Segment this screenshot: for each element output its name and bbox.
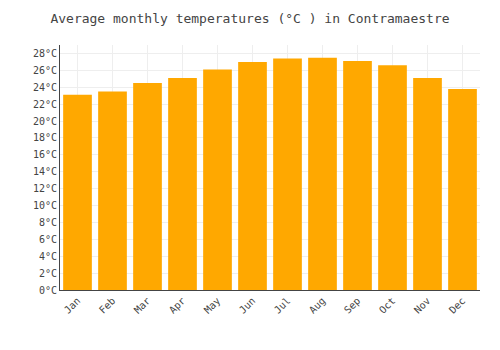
- svg-text:6°C: 6°C: [39, 234, 57, 245]
- svg-text:14°C: 14°C: [33, 166, 57, 177]
- svg-text:18°C: 18°C: [33, 132, 57, 143]
- svg-text:2°C: 2°C: [39, 268, 57, 279]
- svg-text:10°C: 10°C: [33, 200, 57, 211]
- svg-text:Mar: Mar: [132, 295, 153, 316]
- svg-text:Jul: Jul: [272, 295, 293, 316]
- svg-text:28°C: 28°C: [33, 48, 57, 59]
- svg-text:May: May: [202, 295, 223, 316]
- svg-text:22°C: 22°C: [33, 99, 57, 110]
- svg-text:Dec: Dec: [447, 295, 468, 316]
- svg-text:Apr: Apr: [167, 295, 188, 316]
- svg-text:8°C: 8°C: [39, 217, 57, 228]
- svg-text:Jan: Jan: [62, 295, 83, 316]
- svg-text:Oct: Oct: [377, 295, 398, 316]
- svg-text:Nov: Nov: [412, 295, 433, 316]
- svg-text:Sep: Sep: [342, 295, 363, 316]
- svg-text:16°C: 16°C: [33, 149, 57, 160]
- svg-text:Jun: Jun: [237, 295, 258, 316]
- svg-text:12°C: 12°C: [33, 183, 57, 194]
- svg-text:20°C: 20°C: [33, 116, 57, 127]
- svg-text:Average monthly temperatures (: Average monthly temperatures (°C ) in Co…: [50, 11, 449, 26]
- svg-text:26°C: 26°C: [33, 65, 57, 76]
- svg-text:4°C: 4°C: [39, 251, 57, 262]
- svg-text:24°C: 24°C: [33, 82, 57, 93]
- svg-text:Feb: Feb: [97, 295, 118, 316]
- svg-text:0°C: 0°C: [39, 285, 57, 296]
- svg-text:Aug: Aug: [307, 295, 328, 316]
